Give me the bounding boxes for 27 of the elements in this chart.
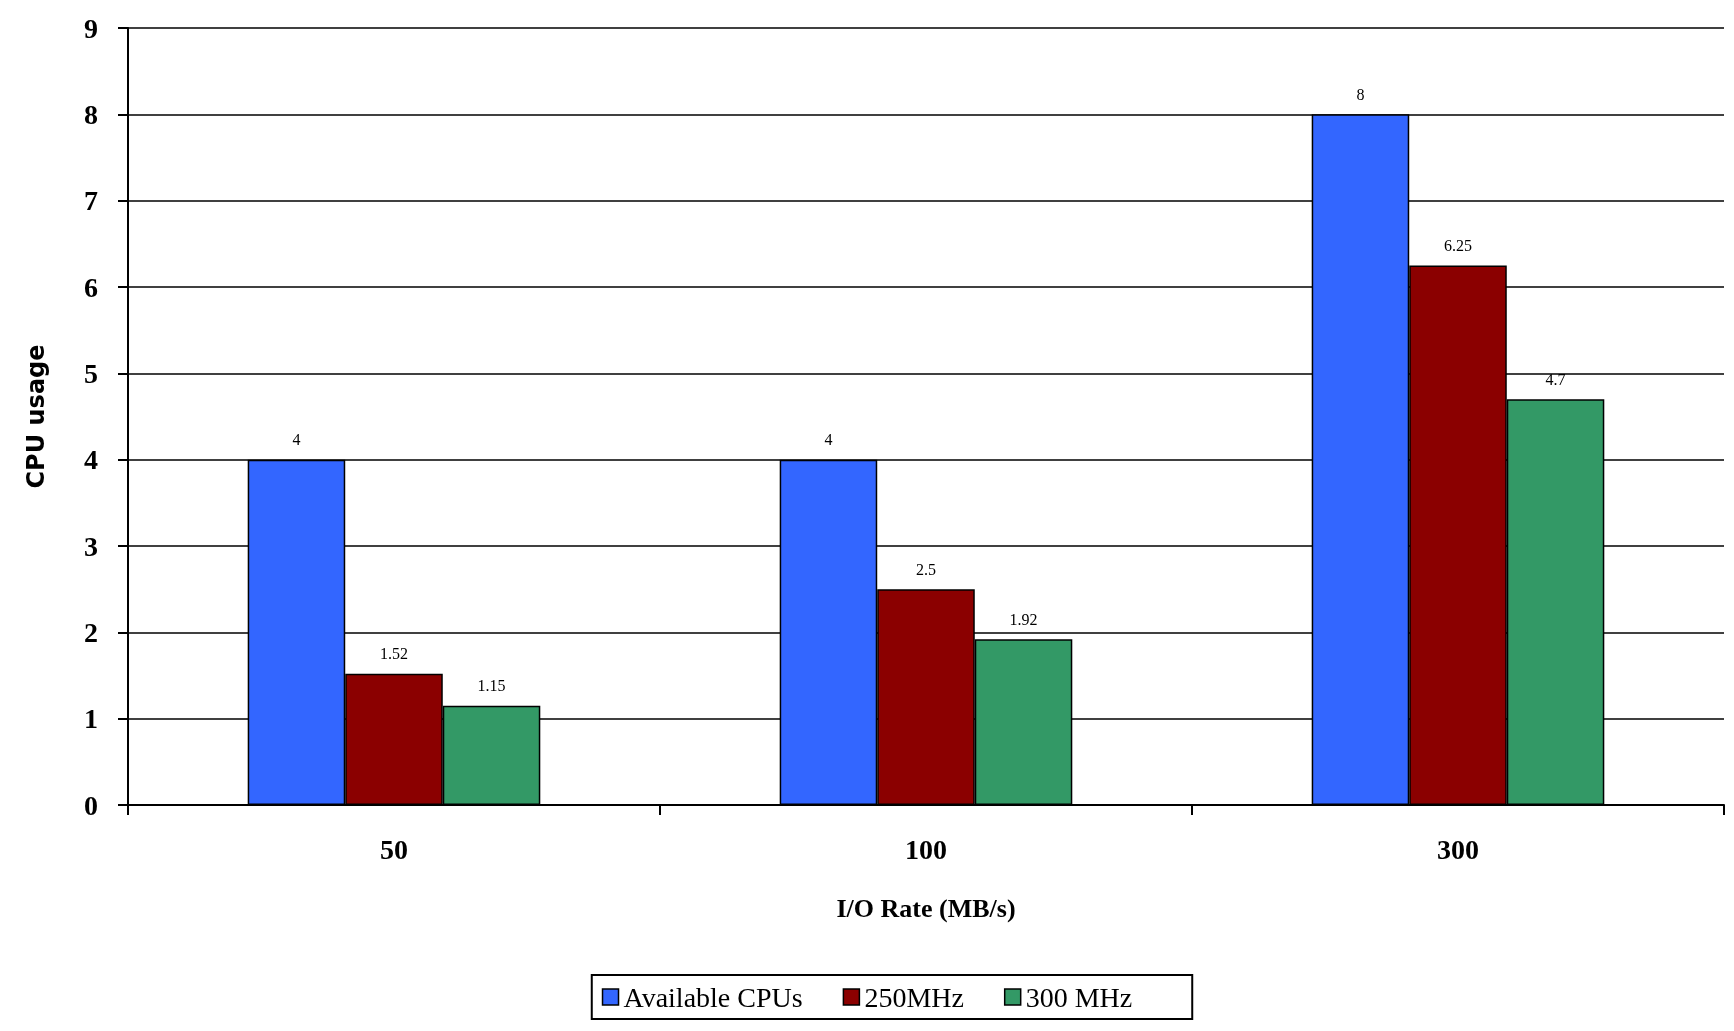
x-axis-title: I/O Rate (MB/s): [836, 893, 1016, 923]
data-label: 6.25: [1444, 236, 1472, 254]
y-tick-label: 3: [84, 530, 98, 562]
y-tick-label: 7: [84, 185, 98, 217]
y-tick-label: 8: [84, 98, 98, 130]
y-tick-label: 0: [84, 789, 98, 821]
y-tick-label: 1: [84, 703, 98, 735]
x-tick-label: 100: [905, 833, 947, 865]
legend-label: 250MHz: [864, 981, 964, 1013]
legend-label: 300 MHz: [1025, 981, 1133, 1013]
legend-label: Available CPUs: [623, 981, 803, 1013]
data-label: 1.52: [380, 645, 408, 663]
y-axis-title: CPU usage: [22, 344, 50, 489]
y-tick-label: 2: [84, 616, 98, 648]
x-tick-label: 50: [380, 833, 408, 865]
data-label: 1.92: [1009, 610, 1038, 628]
y-tick-label: 4: [84, 444, 98, 476]
x-tick-label: 300: [1437, 833, 1479, 865]
data-label: 2.5: [916, 560, 936, 578]
y-tick-label: 9: [84, 12, 98, 44]
data-label: 4: [292, 431, 301, 449]
data-label: 8: [1356, 85, 1365, 103]
y-tick-label: 6: [84, 271, 98, 303]
y-tick-label: 5: [84, 357, 98, 389]
data-label: 1.15: [477, 677, 506, 695]
data-label: 4.7: [1545, 370, 1566, 388]
data-label: 4: [824, 431, 833, 449]
